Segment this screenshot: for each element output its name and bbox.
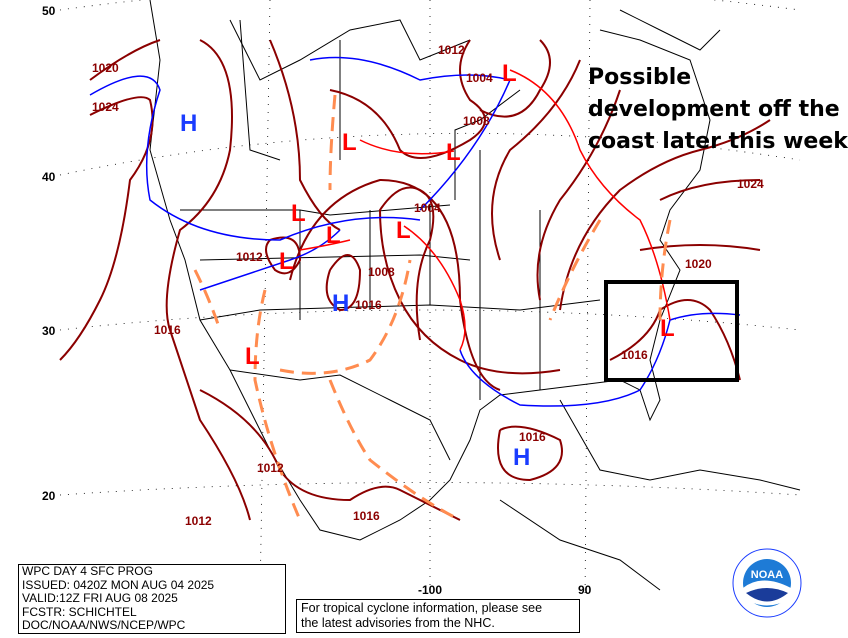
latitude-label: 20 — [42, 489, 56, 503]
low-pressure-center: L — [245, 343, 260, 370]
latitude-label: 40 — [42, 170, 56, 184]
logo-text: NOAA — [751, 569, 783, 581]
issued-time: ISSUED: 0420Z MON AUG 04 2025 — [22, 577, 215, 592]
isobar-label: 1020 — [92, 61, 119, 75]
isobar-label: 1008 — [368, 265, 395, 279]
political-borders — [149, 0, 801, 591]
isobar-label: 1016 — [353, 509, 380, 523]
low-pressure-center: L — [291, 200, 306, 227]
isobar-label: 1008 — [463, 114, 490, 128]
low-pressure-center: L — [342, 129, 357, 156]
noaa-logo-icon: NOAA — [732, 548, 802, 618]
agency: DOC/NOAA/NWS/NCEP/WPC — [22, 618, 186, 632]
valid-time: VALID:12Z FRI AUG 08 2025 — [22, 591, 178, 605]
forecaster: FCSTR: SCHICHTEL — [22, 604, 137, 619]
isobar-label: 1004 — [414, 201, 441, 215]
low-pressure-center: L — [446, 139, 461, 166]
nhc-notice-line: For tropical cyclone information, please… — [301, 601, 543, 615]
isobar-label: 1024 — [92, 100, 119, 114]
isobar-label: 1016 — [355, 298, 382, 312]
isobar-label: 1016 — [519, 430, 546, 444]
isobars — [59, 39, 771, 521]
development-highlight-box — [604, 280, 739, 382]
graticule-labels: 50 40 30 20 -100 90 — [42, 4, 592, 597]
low-pressure-center: L — [660, 315, 675, 342]
isobar-label: 1020 — [685, 257, 712, 271]
isobar-label: 1012 — [257, 461, 284, 475]
high-pressure-center: H — [180, 110, 197, 137]
isobar-label: 1012 — [185, 514, 212, 528]
product-title: WPC DAY 4 SFC PROG — [22, 564, 153, 578]
longitude-label: 90 — [578, 583, 592, 597]
latitude-label: 50 — [42, 4, 56, 18]
latitude-label: 30 — [42, 324, 56, 338]
graticule — [59, 0, 801, 601]
longitude-label: -100 — [418, 583, 442, 597]
isobar-labels: 1020102410121004100810041012100810161016… — [92, 43, 764, 528]
troughs — [193, 94, 672, 522]
isobar-label: 1012 — [438, 43, 465, 57]
high-pressure-center: H — [513, 444, 530, 471]
low-pressure-center: L — [279, 248, 294, 275]
isobar-label: 1016 — [154, 323, 181, 337]
product-info-box: WPC DAY 4 SFC PROG ISSUED: 0420Z MON AUG… — [18, 564, 286, 634]
isobar-label: 1016 — [621, 348, 648, 362]
warm-fronts — [299, 69, 671, 351]
development-annotation: Possible development off the coast later… — [588, 65, 848, 154]
low-pressure-center: L — [396, 217, 411, 244]
nhc-notice-line: the latest advisories from the NHC. — [301, 616, 495, 630]
isobar-label: 1012 — [236, 250, 263, 264]
high-pressure-center: H — [332, 290, 349, 317]
isobar-label: 1024 — [737, 177, 764, 191]
isobar-label: 1004 — [466, 71, 493, 85]
low-pressure-center: L — [502, 60, 517, 87]
low-pressure-center: L — [326, 222, 341, 249]
cold-fronts — [89, 56, 741, 407]
nhc-notice: For tropical cyclone information, please… — [296, 599, 580, 633]
